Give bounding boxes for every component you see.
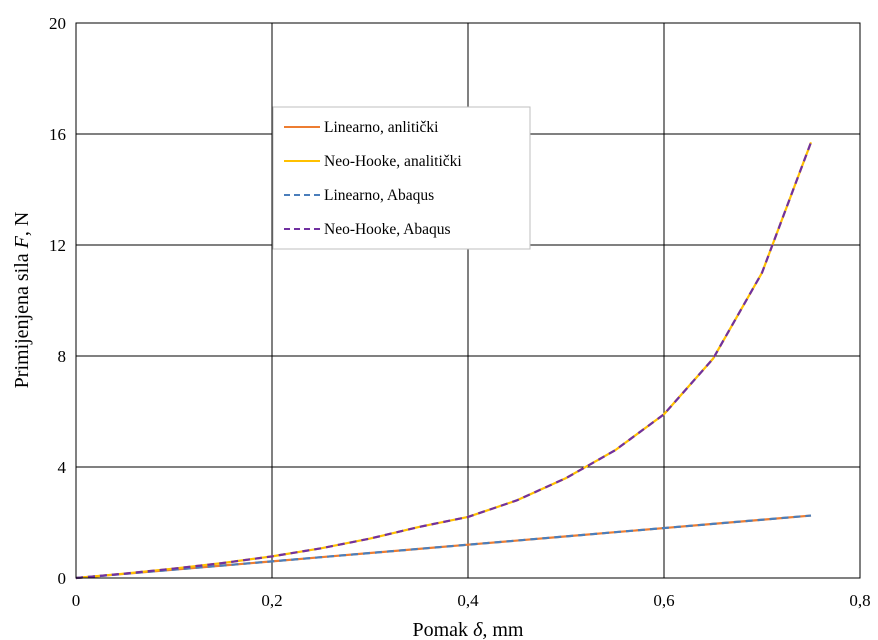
x-axis-label: Pomak δ, mm	[413, 619, 524, 640]
x-tick-label: 0,4	[457, 591, 479, 610]
x-tick-label: 0,6	[653, 591, 674, 610]
y-axis-label: Primijenjena sila F, N	[11, 212, 33, 389]
y-axis-label-symbol: F	[11, 235, 33, 249]
y-tick-label: 12	[49, 236, 66, 255]
y-tick-labels: 0 4 8 12 16 20	[49, 14, 67, 588]
plot-frame	[75, 22, 861, 579]
y-tick-label: 20	[49, 14, 66, 33]
y-tick-label: 16	[49, 125, 66, 144]
legend-item: Neo-Hooke, analitički	[284, 153, 462, 170]
x-tick-label: 0,2	[261, 591, 282, 610]
legend-box	[272, 106, 531, 250]
y-axis-label-prefix: Primijenjena sila	[11, 248, 33, 388]
legend-label: Linearno, anlitički	[324, 119, 439, 136]
series-lines	[75, 141, 813, 580]
y-tick-label: 4	[58, 458, 67, 477]
legend-item: Linearno, anlitički	[284, 119, 439, 136]
legend-label: Neo-Hooke, analitički	[324, 153, 462, 170]
y-axis-label-suffix: , N	[11, 212, 33, 236]
series-line-linearno-abaqus	[75, 514, 812, 580]
series-line-neo-hooke-abaqus	[75, 141, 813, 580]
x-axis-label-suffix: mm	[487, 619, 524, 640]
y-tick-label: 8	[58, 347, 67, 366]
x-axis-label-symbol: δ,	[473, 619, 487, 640]
x-tick-labels: 0 0,2 0,4 0,6 0,8	[72, 591, 871, 610]
legend-label: Neo-Hooke, Abaqus	[324, 221, 451, 238]
legend-item: Linearno, Abaqus	[284, 187, 434, 204]
legend-item: Neo-Hooke, Abaqus	[284, 221, 451, 238]
legend: Linearno, anlitički Neo-Hooke, analitički…	[272, 106, 531, 250]
x-tick-label: 0	[72, 591, 81, 610]
legend-label: Linearno, Abaqus	[324, 187, 434, 204]
grid-lines	[75, 22, 861, 579]
x-axis-label-prefix: Pomak	[413, 619, 474, 640]
x-tick-label: 0,8	[849, 591, 870, 610]
y-tick-label: 0	[58, 569, 67, 588]
